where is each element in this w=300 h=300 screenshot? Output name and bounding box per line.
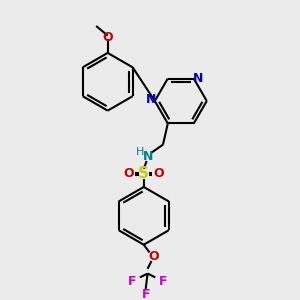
Text: N: N (146, 93, 156, 106)
Text: O: O (102, 31, 113, 44)
Text: N: N (142, 150, 153, 163)
Text: F: F (128, 275, 136, 288)
Text: F: F (159, 275, 167, 288)
Text: F: F (141, 288, 150, 300)
Text: H: H (136, 147, 144, 158)
Text: S: S (138, 166, 149, 181)
Text: N: N (192, 72, 203, 85)
Text: O: O (148, 250, 159, 263)
Text: O: O (154, 167, 164, 180)
Text: O: O (123, 167, 134, 180)
